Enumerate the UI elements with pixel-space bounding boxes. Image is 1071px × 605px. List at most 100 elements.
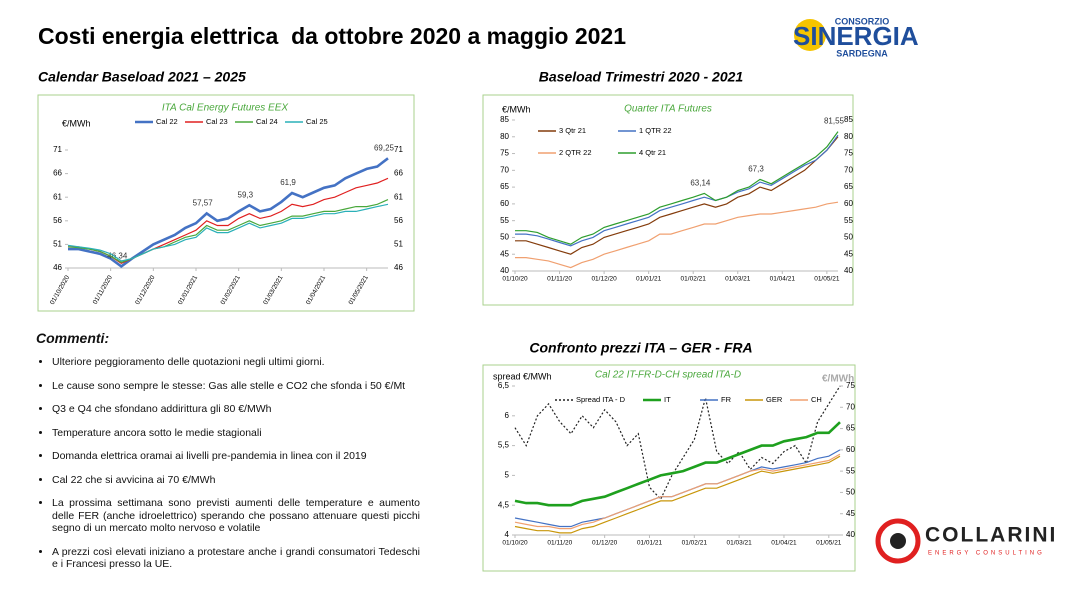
y-tick-label-right: 50 — [844, 233, 853, 242]
chart-frame — [482, 94, 854, 306]
y-tick-label: 56 — [53, 216, 62, 225]
x-tick-label: 01/12/20 — [592, 540, 618, 547]
y-tick-label-right: 45 — [844, 249, 853, 258]
y-tick-label: 6,5 — [498, 381, 510, 390]
comment: Ulteriore peggioramento delle quotazioni… — [52, 356, 420, 369]
y-tick-label: 6 — [505, 411, 510, 420]
x-tick-label: 01/03/21 — [725, 276, 751, 283]
legend-label: Cal 24 — [256, 117, 278, 126]
logo-sun — [794, 19, 826, 51]
y-tick-label-right: 85 — [844, 115, 853, 124]
y2-tick-label: 40 — [846, 530, 855, 539]
y-tick-label: 45 — [500, 249, 509, 258]
legend-label: 4 Qtr 21 — [639, 148, 666, 157]
y2-tick-label: 65 — [846, 424, 855, 433]
series-line — [67, 203, 389, 262]
y-tick-label: 75 — [500, 149, 509, 158]
data-label: 57,57 — [193, 198, 214, 207]
legend-label: 2 QTR 22 — [559, 148, 592, 157]
y-tick-label: 61 — [53, 192, 62, 201]
series-line — [514, 385, 841, 501]
x-tick-label: 01/11/20 — [547, 540, 572, 547]
x-tick-label: 01/01/21 — [637, 540, 663, 547]
comment: Cal 22 che si avvicina ai 70 €/MWh — [52, 474, 420, 487]
y2-tick-label: 70 — [846, 402, 855, 411]
logo-line: SARDEGNA — [836, 48, 888, 58]
y-tick-label: 71 — [53, 145, 62, 154]
y-tick-label-right: 40 — [844, 266, 853, 275]
logo-ring — [875, 518, 921, 564]
y-tick-label: 70 — [500, 165, 509, 174]
x-tick-label: 01/05/21 — [816, 540, 842, 547]
series-line — [68, 157, 389, 269]
chart-title: Quarter ITA Futures — [624, 104, 712, 115]
y-tick-label: 51 — [53, 240, 62, 249]
legend-label: Cal 25 — [306, 117, 328, 126]
x-tick-label: 01/01/21 — [636, 276, 662, 283]
series-line — [515, 136, 839, 255]
series-line — [515, 131, 839, 245]
comments-heading: Commenti: — [36, 330, 110, 346]
y-tick-label-right: 55 — [844, 216, 853, 225]
comment: La prossima settimana sono previsti aume… — [52, 497, 420, 535]
data-label: 61,9 — [280, 178, 296, 187]
logo-collarini: COLLARINI ENERGY CONSULTING — [875, 518, 1057, 564]
chart: Baseload Trimestri 2020 - 2021 Quarter IT… — [482, 69, 854, 306]
legend-label: Spread ITA - D — [576, 395, 626, 404]
y-tick-label-right: 61 — [394, 192, 403, 201]
y2-tick-label: 55 — [846, 466, 855, 475]
series-line — [67, 199, 389, 263]
legend-label: GER — [766, 395, 783, 404]
y-tick-label: 4 — [505, 530, 510, 539]
y-tick-label: 5 — [505, 471, 510, 480]
slide-title: Costi energia elettrica da ottobre 2020 … — [38, 23, 626, 49]
y-tick-label: 4,5 — [498, 500, 510, 509]
legend-label: Cal 22 — [156, 117, 178, 126]
x-tick-label: 01/11/20 — [547, 276, 572, 283]
x-tick-label: 01/02/21 — [681, 276, 707, 283]
comment: Domanda elettrica oramai ai livelli pre-… — [52, 450, 420, 463]
logo-tagline: ENERGY CONSULTING — [928, 551, 1045, 557]
data-label: 46,34 — [107, 252, 128, 261]
y-tick-label: 5,5 — [498, 441, 510, 450]
data-label: 67,3 — [748, 165, 764, 174]
y2-tick-label: 50 — [846, 488, 855, 497]
chart-heading: Confronto prezzi ITA – GER - FRA — [529, 340, 752, 356]
x-tick-label: 01/04/21 — [770, 276, 796, 283]
series-line — [514, 455, 841, 534]
y-tick-label-right: 46 — [394, 263, 403, 272]
legend-label: 3 Qtr 21 — [559, 126, 586, 135]
y-tick-label: 60 — [500, 199, 509, 208]
legend-label: Cal 23 — [206, 117, 228, 126]
x-tick-label: 01/10/20 — [502, 540, 528, 547]
data-label: 81,55 — [824, 117, 845, 126]
chart: Confronto prezzi ITA – GER - FRA Cal 22 I… — [482, 340, 856, 572]
chart-title: ITA Cal Energy Futures EEX — [162, 103, 288, 114]
legend-label: 1 QTR 22 — [639, 126, 672, 135]
y-tick-label-right: 80 — [844, 132, 853, 141]
logo-name: SINERGIA — [793, 21, 919, 51]
y-tick-label: 50 — [500, 233, 509, 242]
legend-label: FR — [721, 395, 732, 404]
y-axis-label: €/MWh — [62, 118, 91, 128]
logo-name: COLLARINI — [925, 524, 1057, 547]
series-line — [515, 201, 839, 269]
chart-title: Cal 22 IT-FR-D-CH spread ITA-D — [595, 370, 741, 381]
series-line — [515, 134, 839, 247]
data-label: 69,25 — [374, 143, 395, 152]
y2-tick-label: 75 — [846, 381, 855, 390]
y-tick-label: 55 — [500, 216, 509, 225]
x-tick-label: 01/05/21 — [814, 276, 840, 283]
legend-label: CH — [811, 395, 822, 404]
chart-heading: Baseload Trimestri 2020 - 2021 — [539, 69, 744, 85]
comments-list: Ulteriore peggioramento delle quotazioni… — [36, 356, 420, 571]
series-line — [514, 453, 841, 530]
y-axis-label: spread €/MWh — [493, 371, 552, 381]
y2-tick-label: 60 — [846, 445, 855, 454]
y2-tick-label: 45 — [846, 509, 855, 518]
y-tick-label-right: 71 — [394, 145, 403, 154]
chart-frame — [37, 94, 415, 312]
chart: Calendar Baseload 2021 – 2025 ITA Cal Ene… — [37, 69, 415, 312]
